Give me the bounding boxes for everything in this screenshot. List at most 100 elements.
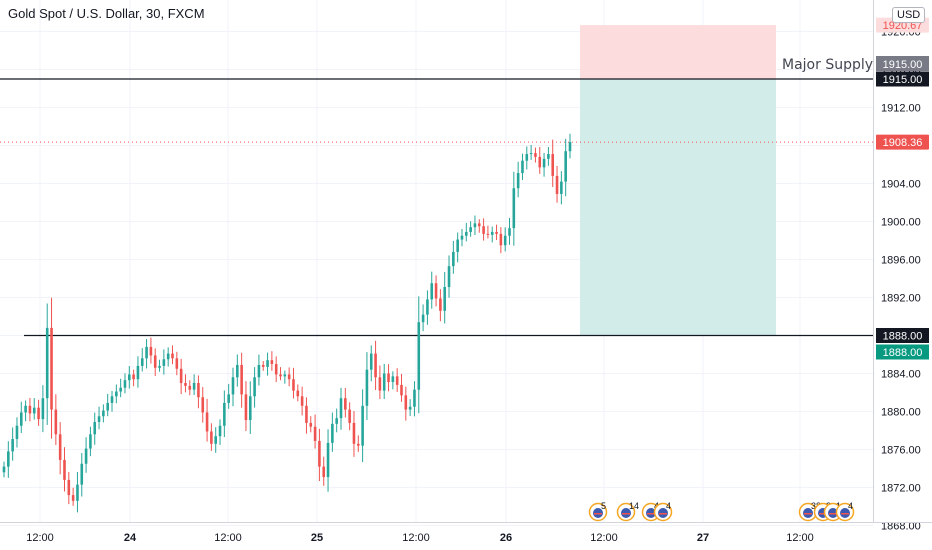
candle-body bbox=[214, 436, 218, 444]
flag-stripe bbox=[659, 513, 667, 515]
candle-body bbox=[175, 358, 179, 369]
candle-body bbox=[452, 251, 455, 267]
candle-body bbox=[287, 374, 291, 380]
candle-body bbox=[305, 405, 308, 423]
event-count: 4 bbox=[848, 501, 853, 511]
supply-grey-tag-bg bbox=[876, 56, 929, 71]
candle-body bbox=[201, 397, 205, 413]
event-count: 5 bbox=[601, 501, 606, 511]
flag-stripe bbox=[804, 513, 812, 515]
candle-body bbox=[382, 373, 386, 391]
candle-body bbox=[516, 173, 520, 189]
price-tick-label: 1884.00 bbox=[881, 369, 921, 381]
candle-body bbox=[339, 398, 343, 419]
supply-grey-tag: 1915.00 bbox=[883, 59, 923, 71]
candle-body bbox=[309, 422, 313, 427]
candle-body bbox=[84, 448, 88, 464]
candle-body bbox=[97, 416, 101, 422]
candle-body bbox=[28, 405, 32, 414]
price-tick-label: 1900.00 bbox=[881, 217, 921, 229]
candle-body bbox=[119, 387, 122, 392]
event-badge[interactable]: 5 bbox=[588, 501, 608, 522]
candle-body bbox=[153, 355, 157, 368]
candle-body bbox=[140, 358, 144, 366]
candle-body bbox=[564, 151, 567, 182]
candle-body bbox=[261, 364, 265, 367]
candle-body bbox=[158, 365, 161, 368]
candle-body bbox=[210, 431, 213, 444]
candle-body bbox=[24, 405, 27, 413]
candle-body bbox=[460, 235, 464, 240]
candle-body bbox=[521, 160, 524, 174]
candle-body bbox=[495, 231, 498, 234]
chart-title: Gold Spot / U.S. Dollar, 30, FXCM bbox=[8, 6, 205, 21]
candle-body bbox=[512, 188, 516, 229]
price-tick-label: 1904.00 bbox=[881, 179, 921, 191]
candle-body bbox=[538, 156, 542, 168]
candle-body bbox=[236, 364, 239, 378]
event-badge[interactable]: 4 bbox=[653, 501, 673, 522]
candle-body bbox=[296, 390, 300, 397]
candle-body bbox=[322, 466, 326, 478]
candle-body bbox=[352, 422, 356, 444]
candle-body bbox=[490, 231, 494, 235]
candle-body bbox=[93, 421, 97, 435]
stop-price-tag: 1920.67 bbox=[883, 20, 923, 32]
candle-body bbox=[348, 409, 351, 423]
flag-stripe bbox=[829, 513, 837, 515]
time-tick-label: 24 bbox=[124, 532, 137, 544]
candle-body bbox=[192, 383, 196, 390]
event-badge[interactable]: 4 bbox=[835, 501, 855, 522]
candle-body bbox=[331, 423, 334, 443]
candle-body bbox=[417, 322, 421, 390]
major-supply-label[interactable]: Major Supply bbox=[782, 57, 874, 73]
current-price-tag: 1908.36 bbox=[883, 137, 923, 149]
candle-body bbox=[102, 410, 105, 417]
horizontal-levels[interactable] bbox=[0, 78, 873, 337]
candle-body bbox=[344, 398, 347, 410]
candle-body bbox=[499, 233, 503, 246]
candle-body bbox=[50, 327, 53, 410]
demand-line-tag: 1888.00 bbox=[883, 331, 923, 343]
candle-body bbox=[128, 374, 131, 381]
price-tick-label: 1876.00 bbox=[881, 445, 921, 457]
candle-body bbox=[106, 402, 109, 411]
price-tick-label: 1880.00 bbox=[881, 407, 921, 419]
candle-body bbox=[313, 426, 317, 441]
candle-body bbox=[67, 479, 71, 496]
candle-body bbox=[132, 374, 135, 380]
candle-body bbox=[184, 383, 187, 386]
candle-body bbox=[486, 233, 490, 235]
candle-body bbox=[525, 154, 529, 161]
currency-button[interactable]: USD bbox=[892, 7, 926, 23]
candle-body bbox=[248, 396, 252, 421]
candle-body bbox=[356, 443, 360, 446]
candle-body bbox=[326, 442, 330, 478]
candle-body bbox=[45, 327, 49, 399]
position-zones bbox=[580, 25, 776, 336]
candle-body bbox=[300, 396, 304, 406]
candle-body bbox=[477, 223, 481, 227]
candle-body bbox=[270, 360, 274, 364]
candle-body bbox=[145, 346, 148, 359]
candle-body bbox=[80, 463, 84, 485]
candle-body bbox=[253, 377, 256, 397]
candle-body bbox=[387, 373, 390, 383]
price-tick-label: 1896.00 bbox=[881, 255, 921, 267]
candle-body bbox=[473, 223, 477, 228]
price-tick-label: 1872.00 bbox=[881, 483, 921, 495]
event-badge[interactable]: 14 bbox=[616, 501, 640, 522]
economic-events[interactable]: 5144438214 bbox=[588, 501, 855, 522]
candle-body bbox=[292, 379, 295, 391]
candle-body bbox=[110, 396, 114, 403]
candle-body bbox=[361, 405, 364, 446]
candle-body bbox=[400, 384, 403, 396]
candle-body bbox=[465, 231, 468, 236]
candle-body bbox=[434, 283, 438, 299]
flag-stripe bbox=[594, 513, 602, 515]
candle-body bbox=[447, 266, 451, 288]
candle-body bbox=[58, 434, 62, 460]
